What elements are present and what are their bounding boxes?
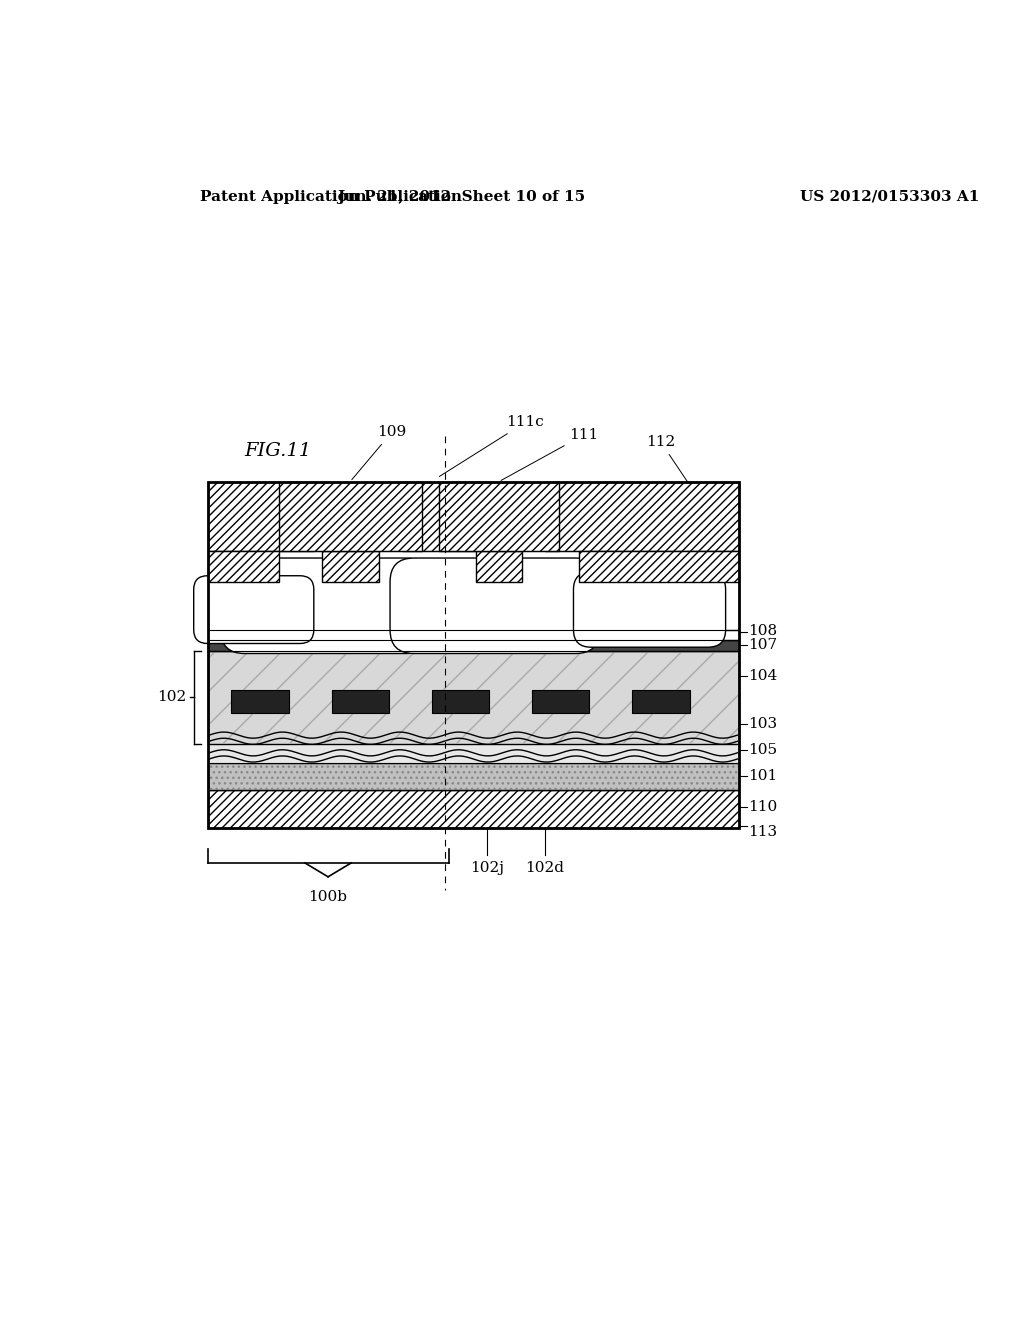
- Bar: [439, 482, 559, 552]
- FancyBboxPatch shape: [220, 558, 430, 653]
- FancyBboxPatch shape: [390, 558, 599, 653]
- Text: 102j: 102j: [470, 861, 504, 875]
- Bar: [208, 482, 313, 552]
- Text: 108: 108: [749, 624, 777, 638]
- Text: Patent Application Publication: Patent Application Publication: [200, 190, 462, 203]
- Text: 111: 111: [501, 428, 599, 480]
- Text: US 2012/0153303 A1: US 2012/0153303 A1: [801, 190, 980, 203]
- Bar: [208, 651, 739, 743]
- Bar: [208, 651, 739, 743]
- Text: FIG.11: FIG.11: [245, 442, 311, 459]
- FancyBboxPatch shape: [194, 576, 313, 644]
- Bar: [231, 689, 289, 713]
- Bar: [332, 689, 389, 713]
- Text: 102d: 102d: [525, 861, 564, 875]
- Bar: [208, 552, 280, 582]
- Bar: [208, 763, 739, 789]
- Text: 105: 105: [749, 743, 777, 758]
- Bar: [402, 482, 487, 552]
- Bar: [208, 743, 739, 763]
- Text: Jun. 21, 2012  Sheet 10 of 15: Jun. 21, 2012 Sheet 10 of 15: [338, 190, 586, 203]
- Text: 104: 104: [749, 669, 777, 684]
- Bar: [208, 640, 739, 651]
- Text: 109: 109: [352, 425, 407, 479]
- Bar: [580, 552, 739, 582]
- Bar: [208, 789, 739, 829]
- Bar: [280, 482, 422, 552]
- Text: 110: 110: [749, 800, 777, 813]
- Bar: [208, 482, 739, 829]
- Bar: [432, 689, 489, 713]
- Text: 111c: 111c: [439, 416, 544, 477]
- Text: 112: 112: [646, 436, 691, 487]
- Text: 113: 113: [749, 825, 777, 840]
- Bar: [632, 689, 689, 713]
- Text: 103: 103: [749, 717, 777, 731]
- Text: 101: 101: [749, 770, 777, 783]
- Bar: [545, 482, 739, 552]
- Bar: [208, 763, 739, 789]
- Text: 102: 102: [158, 690, 186, 705]
- Text: 100b: 100b: [308, 890, 347, 904]
- FancyBboxPatch shape: [573, 572, 726, 647]
- Text: 107: 107: [749, 639, 777, 652]
- Bar: [531, 689, 590, 713]
- Bar: [322, 552, 379, 582]
- Bar: [475, 552, 521, 582]
- Bar: [208, 630, 739, 640]
